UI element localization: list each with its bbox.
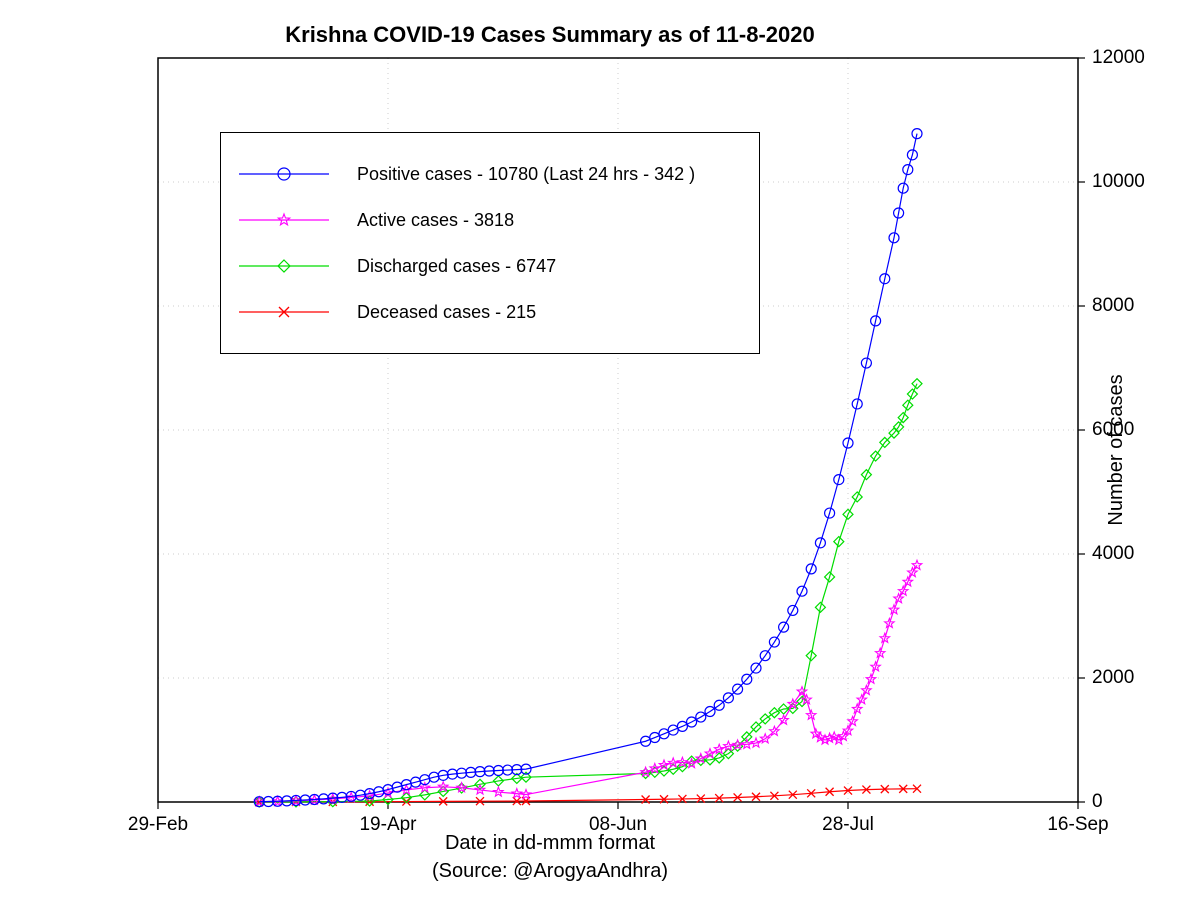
legend-label: Positive cases - 10780 (Last 24 hrs - 34…	[357, 164, 695, 185]
x-axis-label: Date in dd-mmm format (Source: @ArogyaAn…	[0, 829, 1100, 885]
legend-swatch	[239, 256, 329, 276]
y-tick-label: 0	[1092, 791, 1103, 813]
legend-label: Active cases - 3818	[357, 210, 514, 231]
legend-swatch	[239, 210, 329, 230]
legend-item-active: Active cases - 3818	[239, 201, 731, 239]
covid-chart: Krishna COVID-19 Cases Summary as of 11-…	[0, 0, 1200, 900]
y-tick-label: 4000	[1092, 543, 1134, 565]
x-axis-label-line2: (Source: @ArogyaAndhra)	[432, 860, 668, 882]
legend-label: Discharged cases - 6747	[357, 256, 556, 277]
legend-swatch	[239, 164, 329, 184]
legend-swatch	[239, 302, 329, 322]
y-tick-label: 2000	[1092, 667, 1134, 689]
legend-item-deceased: Deceased cases - 215	[239, 293, 731, 331]
series-discharged	[254, 379, 922, 807]
series-active	[254, 560, 921, 805]
y-axis-label: Number of cases	[1105, 374, 1128, 525]
y-tick-label: 10000	[1092, 171, 1145, 193]
legend-item-discharged: Discharged cases - 6747	[239, 247, 731, 285]
x-axis-label-line1: Date in dd-mmm format	[445, 832, 655, 854]
legend-label: Deceased cases - 215	[357, 302, 536, 323]
y-tick-label: 12000	[1092, 47, 1145, 69]
chart-legend: Positive cases - 10780 (Last 24 hrs - 34…	[220, 132, 760, 354]
legend-item-positive: Positive cases - 10780 (Last 24 hrs - 34…	[239, 155, 731, 193]
y-tick-label: 8000	[1092, 295, 1134, 317]
